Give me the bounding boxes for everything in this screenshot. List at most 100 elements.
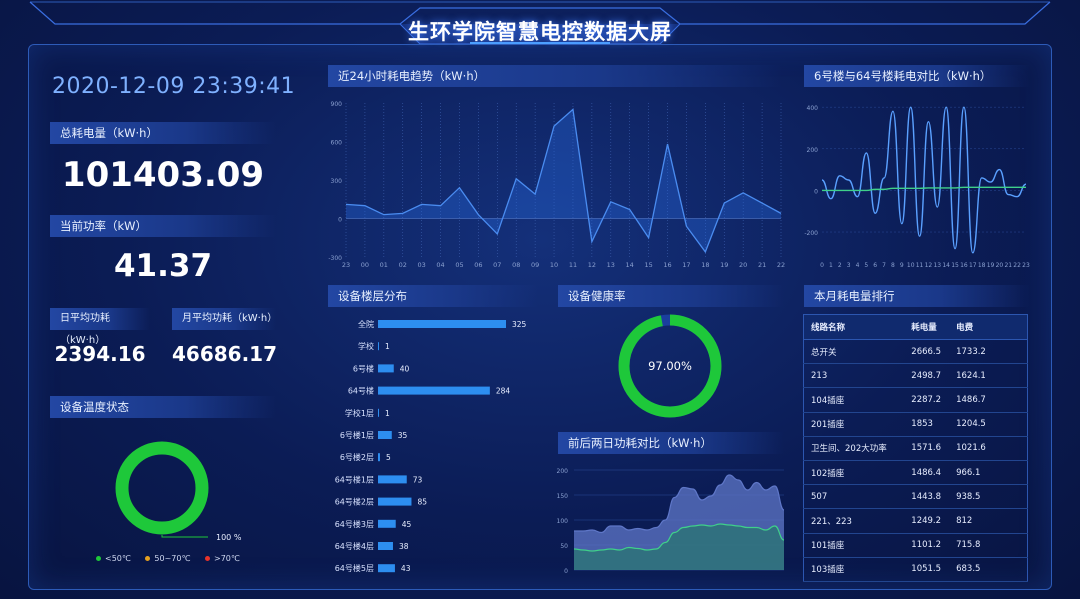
table-cell: 卫生间、202大功率 [803,436,905,461]
bar [378,519,396,528]
x-tick-label: 3 [847,262,851,269]
table-row[interactable]: 213 2498.7 1624.1 [803,363,1028,389]
x-tick-label: 4 [856,262,860,269]
health-title: 设备健康率 [558,285,784,307]
monthly-avg-value: 46686.17 [172,342,278,366]
bar-value-label: 35 [398,431,408,440]
bar-value-label: 43 [401,564,411,573]
x-tick-label: 13 [933,262,941,269]
x-tick-label: 23 [342,261,350,269]
column-header[interactable]: 电费 [949,314,1028,340]
x-tick-label: 00 [361,261,369,269]
health-ring: 97.00% [618,314,722,418]
x-tick-label: 22 [1013,262,1021,269]
series-line-0 [574,474,785,534]
trend24-chart: -300 0 300 600 900 23 00 01 02 03 04 05 06 07 08 09 10 11… [328,101,785,269]
bar-label: 64号楼4层 [335,541,374,551]
table-cell: 1624.1 [949,363,1028,389]
table-row[interactable]: 103插座 1051.5 683.5 [803,557,1028,582]
bar-value-label: 1 [385,409,390,418]
bar-value-label: 1 [385,342,390,351]
twoday-chart: 0 50 100 150 200 [557,468,785,575]
bar [378,475,407,484]
x-tick-label: 06 [474,261,482,269]
floors-title: 设备楼层分布 [328,285,538,307]
ranking-table: 线路名称 耗电量 电费 总开关 2666.5 1733.2 213 2498.7 1624… [803,314,1028,582]
x-tick-label: 20 [739,261,747,269]
bar-label: 64号楼 [348,386,374,396]
x-tick-label: 0 [820,262,824,269]
bar [378,364,394,373]
column-header[interactable]: 耗电量 [904,314,950,340]
table-header-row: 线路名称 耗电量 电费 [803,314,1028,340]
compare-title: 6号楼与64号楼耗电对比（kW·h） [804,65,1030,87]
x-tick-label: 5 [864,262,868,269]
y-tick-label: 0 [564,568,568,575]
legend-item-high[interactable]: >70℃ [205,554,240,563]
x-tick-label: 01 [380,261,388,269]
bar [378,431,392,439]
bar-value-label: 45 [402,520,412,529]
y-tick-label: 200 [807,147,819,154]
table-cell: 221、223 [803,508,905,534]
x-tick-label: 03 [418,261,426,269]
bar [378,320,506,328]
y-tick-label: 200 [557,468,569,475]
bar-label: 学校1层 [345,408,374,418]
bar-label: 64号楼1层 [335,474,374,484]
legend-dot-icon [145,556,151,561]
table-cell: 812 [949,508,1028,534]
bar-label: 64号楼5层 [335,563,374,573]
table-row[interactable]: 507 1443.8 938.5 [803,484,1028,510]
y-tick-label: 400 [807,105,819,112]
x-tick-label: 11 [916,262,924,269]
header-frame [29,1,1051,44]
table-row[interactable]: 102插座 1486.4 966.1 [803,460,1028,486]
table-cell: 1486.7 [949,387,1028,413]
temperature-legend: <50℃ 50~70℃ >70℃ [96,554,252,563]
legend-item-mid[interactable]: 50~70℃ [145,554,190,563]
y-tick-label: 300 [331,178,343,185]
bar-label: 64号楼3层 [335,519,374,529]
current-power-value: 41.37 [113,248,213,284]
legend-dot-icon [96,556,101,561]
table-row[interactable]: 104插座 2287.2 1486.7 [803,387,1028,413]
temperature-title: 设备温度状态 [50,396,276,418]
bar-value-label: 40 [400,364,410,373]
x-tick-label: 14 [626,261,634,269]
table-cell: 104插座 [803,387,905,413]
table-cell: 1204.5 [949,412,1028,437]
table-row[interactable]: 卫生间、202大功率 1571.6 1021.6 [803,436,1028,461]
bar-value-label: 85 [417,498,427,507]
bar [378,342,379,351]
total-energy-title: 总耗电量（kW·h） [50,122,276,144]
table-cell: 1443.8 [904,484,950,510]
legend-item-low[interactable]: <50℃ [96,554,131,563]
current-power-title: 当前功率（kW） [50,215,276,237]
table-cell: 2287.2 [904,387,950,413]
table-row[interactable]: 总开关 2666.5 1733.2 [803,339,1028,365]
x-tick-label: 22 [777,261,785,269]
y-tick-label: 0 [814,188,818,195]
x-tick-label: 08 [512,261,520,269]
temperature-ring: 100 % [115,441,242,542]
x-tick-label: 21 [1004,262,1012,269]
table-cell: 2498.7 [904,363,950,389]
bar-label: 6号楼2层 [340,452,374,462]
y-tick-label: 0 [338,217,342,224]
table-cell: 1486.4 [904,460,950,486]
table-row[interactable]: 201插座 1853 1204.5 [803,412,1028,437]
bar-label: 全院 [358,319,374,329]
table-row[interactable]: 101插座 1101.2 715.8 [803,533,1028,558]
temperature-ring-arc [115,441,209,535]
table-cell: 966.1 [949,460,1028,486]
column-header[interactable]: 线路名称 [803,314,905,340]
table-cell: 1021.6 [949,436,1028,461]
x-tick-label: 10 [907,262,915,269]
table-cell: 1249.2 [904,508,950,534]
x-tick-label: 04 [436,261,444,269]
y-tick-label: 600 [331,140,343,147]
table-row[interactable]: 221、223 1249.2 812 [803,508,1028,534]
daily-avg-title: 日平均功耗（kW·h） [50,308,150,346]
x-tick-label: 2 [838,262,842,269]
